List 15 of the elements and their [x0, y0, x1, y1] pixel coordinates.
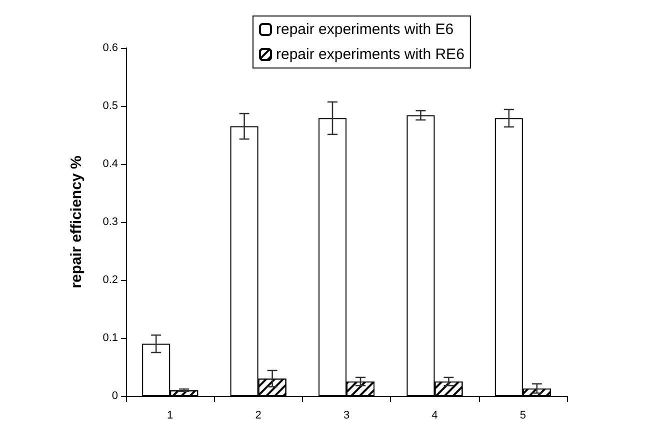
y-tick-label: 0.6: [102, 42, 118, 54]
y-tick-label: 0.3: [102, 216, 118, 228]
y-axis-title: repair efficiency %: [68, 156, 85, 288]
legend-label: repair experiments with RE6: [276, 46, 464, 63]
x-tick-label: 2: [255, 410, 262, 422]
legend-label: repair experiments with E6: [276, 21, 454, 38]
x-tick-label: 3: [343, 410, 350, 422]
y-tick-label: 0.4: [102, 158, 118, 170]
x-tick-label: 4: [432, 410, 438, 422]
y-tick-label: 0.5: [102, 100, 118, 112]
y-tick-label: 0.2: [102, 274, 118, 286]
y-tick-label: 0.1: [102, 332, 118, 344]
x-tick-label: 1: [167, 410, 174, 422]
x-tick-label: 5: [520, 410, 526, 422]
y-tick-label: 0: [112, 390, 118, 402]
